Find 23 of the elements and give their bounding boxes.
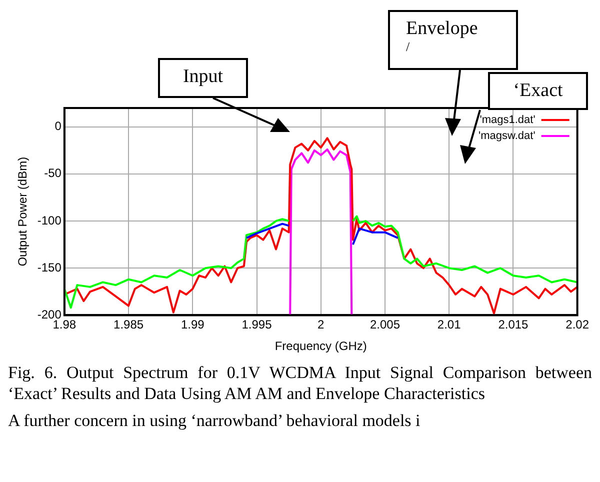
x-tick-label: 2.02 <box>566 318 590 332</box>
y-tick-label: -150 <box>37 260 62 274</box>
x-tick-label: 2 <box>318 318 325 332</box>
text: Input <box>158 58 248 98</box>
caption: Fig. 6. Output Spectrum for 0.1V WCDMA Input Signal Comparison between ‘Exact’ Results and Data Using AM AM and Envelope Characteristics <box>8 362 592 404</box>
x-axis-title: Frequency (GHz) <box>274 339 367 354</box>
x-tick-label: 2.01 <box>437 318 462 332</box>
text: / <box>406 39 411 54</box>
x-tick-label: 1.98 <box>52 318 76 332</box>
text: A further concern in using ‘narrowband’ behavioral models i <box>8 410 422 431</box>
x-tick-label: 1.995 <box>242 318 272 332</box>
y-tick-label: -100 <box>37 213 62 228</box>
x-tick-label: 2.005 <box>370 318 400 332</box>
legend-label: 'mags1.dat' <box>480 114 536 126</box>
y-axis-title: Output Power (dBm) <box>16 156 30 266</box>
text: Envelope <box>406 18 479 40</box>
y-tick-label: 0 <box>54 119 62 134</box>
x-tick-label: 1.99 <box>180 318 205 332</box>
x-tick-label: 2.015 <box>498 318 529 332</box>
legend-label: 'magsw.dat' <box>478 130 536 142</box>
text: ‘Exact <box>488 72 588 110</box>
y-tick-label: -50 <box>44 166 62 180</box>
x-tick-label: 1.985 <box>114 318 144 332</box>
